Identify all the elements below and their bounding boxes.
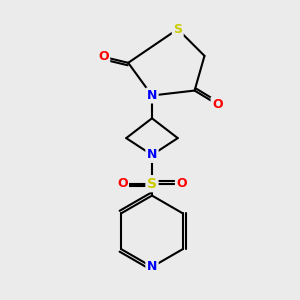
- Text: O: O: [212, 98, 223, 111]
- Text: O: O: [176, 177, 187, 190]
- Text: S: S: [147, 177, 157, 191]
- Text: N: N: [147, 89, 157, 102]
- Text: O: O: [117, 177, 128, 190]
- Text: N: N: [147, 260, 157, 273]
- Text: O: O: [98, 50, 109, 63]
- Text: S: S: [173, 22, 182, 36]
- Text: N: N: [147, 148, 157, 161]
